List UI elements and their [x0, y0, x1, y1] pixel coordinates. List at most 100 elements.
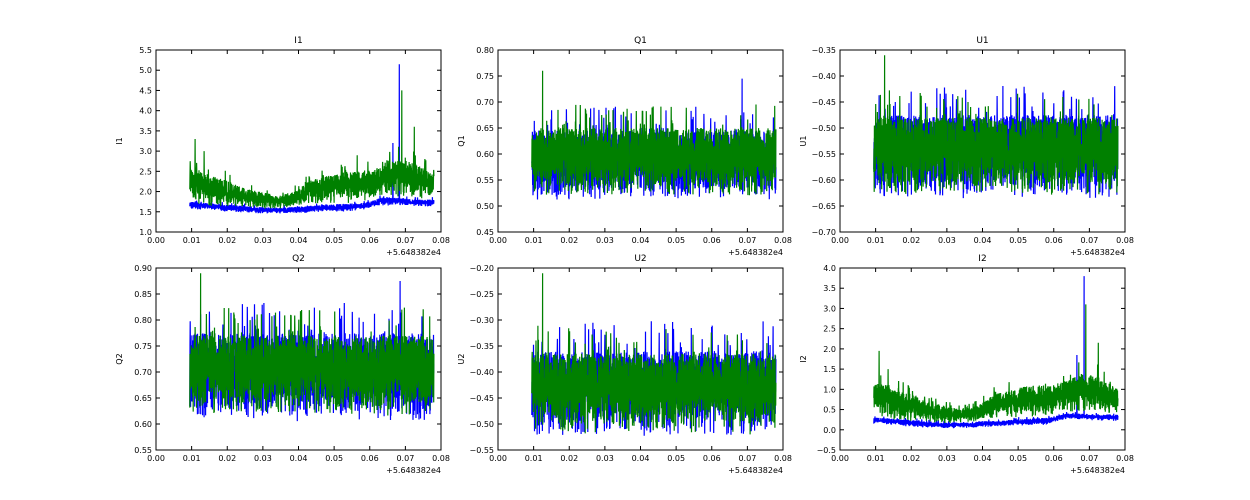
y-tick-label: 3.0: [823, 304, 836, 313]
y-tick-label: 0.0: [823, 426, 836, 435]
x-tick-label: 0.01: [867, 236, 885, 245]
x-tick-label: 0.03: [254, 236, 272, 245]
x-offset-label: +5.648382e4: [386, 466, 441, 475]
subplot-i2: 0.00 0.01 0.02 0.03 0.04 0.05 0.06 0.07 0.08 −0.5…: [799, 254, 1134, 475]
y-tick-label: 1.5: [823, 365, 836, 374]
y-tick-label: 0.60: [476, 150, 494, 159]
y-axis-label: U2: [457, 354, 466, 365]
series-green-line: [531, 273, 777, 435]
y-tick-label: 0.50: [476, 202, 494, 211]
subplot-title: Q2: [292, 254, 305, 264]
x-tick-label: 0.01: [183, 454, 201, 463]
x-tick-label: 0.08: [1116, 454, 1134, 463]
x-tick-label: 0.00: [831, 454, 849, 463]
y-tick-label: −0.50: [811, 124, 836, 133]
y-tick-label: 5.0: [139, 66, 152, 75]
x-tick-label: 0.04: [290, 236, 308, 245]
y-tick-label: −0.35: [469, 342, 494, 351]
y-tick-label: 0.65: [476, 124, 494, 133]
x-tick-label: 0.02: [218, 236, 236, 245]
y-tick-label: −0.55: [469, 446, 494, 455]
x-tick-label: 0.00: [831, 236, 849, 245]
x-tick-label: 0.05: [667, 236, 685, 245]
subplot-q2: 0.00 0.01 0.02 0.03 0.04 0.05 0.06 0.07 0.08 0.55…: [115, 254, 450, 475]
y-tick-label: 0.80: [134, 316, 152, 325]
y-tick-label: 3.5: [139, 127, 152, 136]
x-tick-label: 0.08: [432, 236, 450, 245]
series-green-line: [873, 304, 1119, 424]
y-tick-label: −0.50: [469, 420, 494, 429]
y-axis-label: I1: [115, 137, 124, 144]
x-tick-label: 0.06: [361, 236, 379, 245]
x-offset-label: +5.648382e4: [728, 466, 783, 475]
y-tick-label: −0.30: [469, 316, 494, 325]
x-tick-label: 0.06: [1045, 454, 1063, 463]
y-tick-label: 1.5: [139, 208, 152, 217]
y-tick-label: −0.45: [469, 394, 494, 403]
x-tick-label: 0.08: [1116, 236, 1134, 245]
series-green-line: [873, 55, 1119, 195]
y-tick-label: 0.75: [476, 72, 494, 81]
x-tick-label: 0.08: [432, 454, 450, 463]
x-tick-label: 0.06: [703, 454, 721, 463]
y-tick-label: 4.5: [139, 86, 152, 95]
y-tick-label: 4.0: [823, 264, 836, 273]
y-tick-label: 0.55: [476, 176, 494, 185]
x-tick-label: 0.01: [183, 236, 201, 245]
x-offset-label: +5.648382e4: [386, 248, 441, 257]
y-axis-label: U1: [799, 136, 808, 147]
y-tick-label: 0.45: [476, 228, 494, 237]
x-tick-label: 0.01: [525, 454, 543, 463]
x-tick-label: 0.03: [938, 236, 956, 245]
x-tick-label: 0.07: [1080, 236, 1098, 245]
x-tick-label: 0.05: [1009, 236, 1027, 245]
x-tick-label: 0.01: [525, 236, 543, 245]
x-tick-label: 0.06: [361, 454, 379, 463]
x-tick-label: 0.05: [667, 454, 685, 463]
y-tick-label: 3.0: [139, 147, 152, 156]
x-tick-label: 0.04: [632, 454, 650, 463]
y-tick-label: 2.5: [823, 325, 836, 334]
x-tick-label: 0.05: [325, 236, 343, 245]
y-tick-label: −0.35: [811, 46, 836, 55]
x-tick-label: 0.07: [396, 236, 414, 245]
series-blue-line: [189, 64, 435, 214]
y-tick-label: −0.25: [469, 290, 494, 299]
y-tick-label: 1.0: [139, 228, 152, 237]
x-tick-label: 0.06: [703, 236, 721, 245]
y-tick-label: 0.90: [134, 264, 152, 273]
y-tick-label: 0.70: [476, 98, 494, 107]
x-offset-label: +5.648382e4: [728, 248, 783, 257]
y-tick-label: 3.5: [823, 284, 836, 293]
subplot-u2: 0.00 0.01 0.02 0.03 0.04 0.05 0.06 0.07 0.08 −0.5…: [457, 254, 792, 475]
y-tick-label: −0.65: [811, 202, 836, 211]
x-tick-label: 0.05: [325, 454, 343, 463]
x-tick-label: 0.00: [147, 236, 165, 245]
y-axis-label: Q2: [115, 353, 124, 364]
x-tick-label: 0.07: [1080, 454, 1098, 463]
series-green-line: [531, 70, 777, 196]
y-tick-label: −0.60: [811, 176, 836, 185]
subplot-title: U2: [634, 254, 646, 264]
subplot-q1: 0.00 0.01 0.02 0.03 0.04 0.05 0.06 0.07 0.08 0.45…: [457, 36, 792, 257]
y-tick-label: 1.0: [823, 385, 836, 394]
x-tick-label: 0.02: [560, 236, 578, 245]
y-tick-label: −0.70: [811, 228, 836, 237]
x-tick-label: 0.07: [396, 454, 414, 463]
y-tick-label: 0.80: [476, 46, 494, 55]
y-tick-label: −0.20: [469, 264, 494, 273]
y-tick-label: −0.40: [469, 368, 494, 377]
subplot-title: U1: [976, 36, 988, 46]
series-green-line: [189, 273, 435, 416]
x-tick-label: 0.08: [774, 454, 792, 463]
x-tick-label: 0.04: [632, 236, 650, 245]
y-axis-label: Q1: [457, 135, 466, 146]
x-tick-label: 0.02: [560, 454, 578, 463]
x-offset-label: +5.648382e4: [1070, 466, 1125, 475]
y-tick-label: 0.65: [134, 394, 152, 403]
y-tick-label: 0.85: [134, 290, 152, 299]
x-tick-label: 0.08: [774, 236, 792, 245]
x-tick-label: 0.03: [938, 454, 956, 463]
y-tick-label: 5.5: [139, 46, 152, 55]
y-tick-label: 0.60: [134, 420, 152, 429]
